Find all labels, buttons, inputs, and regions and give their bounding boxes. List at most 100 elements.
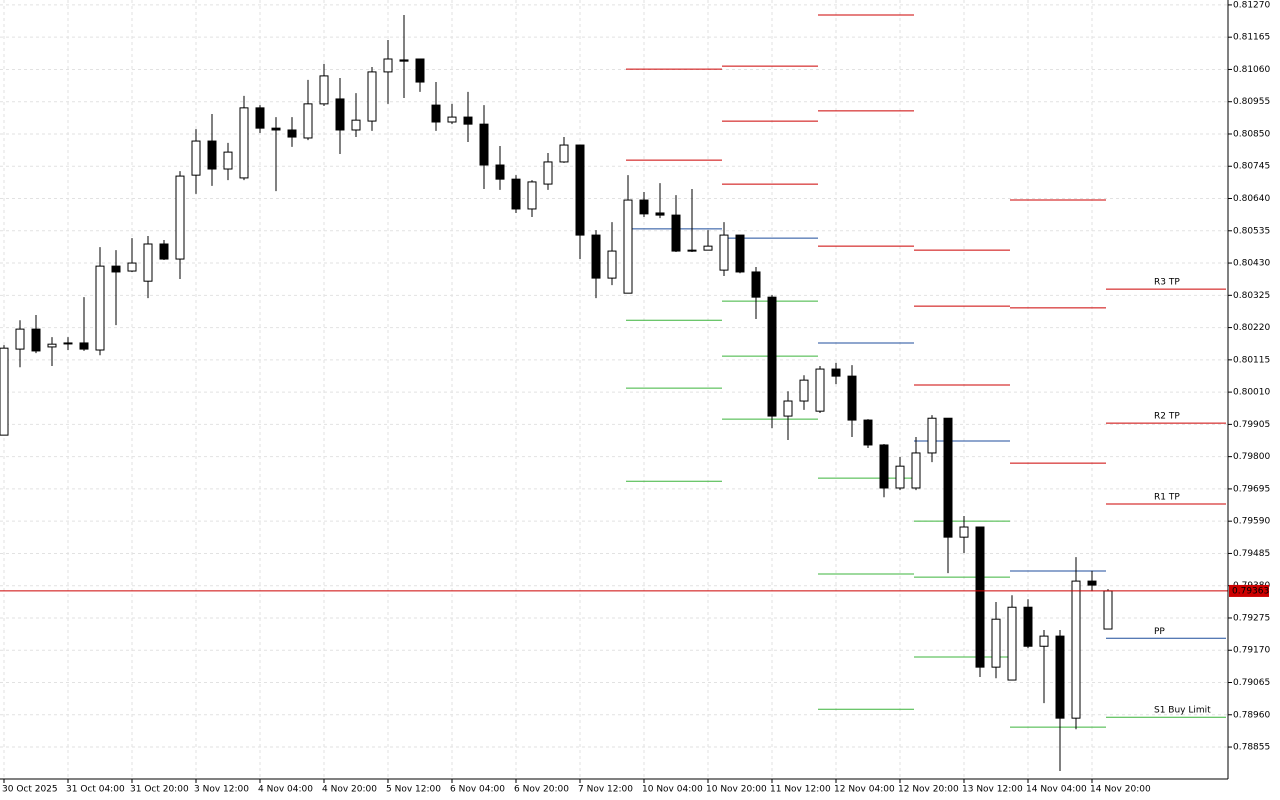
- candle-body: [351, 119, 361, 131]
- candle-body: [975, 526, 985, 668]
- candle-body: [335, 98, 345, 131]
- candle-body: [79, 342, 89, 350]
- candle-body: [47, 343, 57, 348]
- y-tick-label: 0.79695: [1233, 484, 1270, 494]
- candle-body: [911, 452, 921, 489]
- candle-body: [1007, 606, 1017, 681]
- y-tick-label: 0.79065: [1233, 678, 1270, 688]
- candle-body: [111, 265, 121, 273]
- level-label: S1 Buy Limit: [1154, 706, 1211, 716]
- candle-body: [367, 71, 377, 122]
- candle-body: [223, 151, 233, 170]
- x-tick-label: 30 Oct 2025: [2, 785, 58, 795]
- y-tick-label: 0.79170: [1233, 646, 1270, 656]
- y-tick-label: 0.79485: [1233, 549, 1270, 559]
- candle-body: [1023, 606, 1033, 647]
- y-tick-label: 0.81060: [1233, 65, 1270, 75]
- candle-body: [623, 199, 633, 294]
- y-tick-label: 0.80220: [1233, 323, 1270, 333]
- candle-body: [895, 465, 905, 489]
- x-tick-label: 6 Nov 04:00: [450, 785, 505, 795]
- candle-body: [127, 262, 137, 272]
- candle-body: [383, 58, 393, 73]
- candle-body: [175, 175, 185, 260]
- candle-body: [607, 250, 617, 279]
- candle-body: [1087, 580, 1097, 586]
- y-tick-label: 0.78960: [1233, 710, 1270, 720]
- x-tick-label: 14 Nov 20:00: [1090, 785, 1151, 795]
- candle-body: [255, 107, 265, 129]
- x-tick-label: 4 Nov 04:00: [258, 785, 313, 795]
- y-tick-label: 0.80010: [1233, 388, 1270, 398]
- candle-body: [495, 164, 505, 180]
- candle-body: [63, 342, 73, 345]
- y-tick-label: 0.80640: [1233, 194, 1270, 204]
- candle-body: [591, 234, 601, 279]
- candle-body: [959, 526, 969, 538]
- candle-body: [799, 379, 809, 402]
- candle-body: [415, 58, 425, 83]
- level-label: R2 TP: [1154, 412, 1180, 422]
- candle-body: [463, 116, 473, 125]
- candle-body: [95, 265, 105, 351]
- candle-body: [1039, 635, 1049, 647]
- candle-body: [447, 116, 457, 123]
- candle-body: [863, 419, 873, 446]
- x-tick-label: 6 Nov 20:00: [514, 785, 569, 795]
- y-tick-label: 0.80115: [1233, 355, 1270, 365]
- candle-body: [0, 347, 9, 436]
- x-tick-label: 4 Nov 20:00: [322, 785, 377, 795]
- candle-body: [543, 161, 553, 185]
- candle-body: [767, 296, 777, 417]
- y-tick-label: 0.80850: [1233, 129, 1270, 139]
- candle-body: [991, 618, 1001, 668]
- y-tick-label: 0.79800: [1233, 452, 1270, 462]
- level-label: PP: [1154, 627, 1165, 637]
- x-tick-label: 10 Nov 20:00: [706, 785, 767, 795]
- candle-body: [527, 181, 537, 210]
- candle-body: [207, 140, 217, 170]
- candle-body: [783, 400, 793, 417]
- y-tick-label: 0.80535: [1233, 226, 1270, 236]
- y-tick-label: 0.79905: [1233, 420, 1270, 430]
- x-tick-label: 31 Oct 04:00: [66, 785, 125, 795]
- candle-body: [1071, 580, 1081, 719]
- candle-body: [575, 144, 585, 236]
- candle-body: [399, 59, 409, 62]
- candle-body: [751, 271, 761, 298]
- candle-body: [559, 144, 569, 163]
- candle-body: [191, 140, 201, 176]
- y-tick-label: 0.81165: [1233, 33, 1270, 43]
- x-tick-label: 7 Nov 12:00: [578, 785, 633, 795]
- candle-body: [639, 199, 649, 215]
- candle-body: [687, 249, 697, 252]
- level-label: R1 TP: [1154, 492, 1180, 502]
- level-label: R3 TP: [1154, 278, 1180, 288]
- candle-body: [671, 214, 681, 252]
- candle-body: [703, 245, 713, 251]
- x-tick-label: 12 Nov 04:00: [834, 785, 895, 795]
- y-tick-label: 0.78855: [1233, 743, 1270, 753]
- candle-body: [287, 129, 297, 138]
- candle-body: [831, 368, 841, 377]
- candle-body: [927, 417, 937, 454]
- candle-body: [271, 127, 281, 131]
- candle-body: [879, 444, 889, 489]
- candle-body: [511, 178, 521, 210]
- candle-body: [1055, 635, 1065, 719]
- candle-body: [847, 375, 857, 421]
- candle-body: [479, 123, 489, 166]
- y-tick-label: 0.80430: [1233, 259, 1270, 269]
- y-tick-label: 0.80745: [1233, 162, 1270, 172]
- candle-body: [815, 368, 825, 412]
- x-tick-label: 10 Nov 04:00: [642, 785, 703, 795]
- x-tick-label: 3 Nov 12:00: [194, 785, 249, 795]
- candle-body: [719, 234, 729, 271]
- candle-body: [143, 243, 153, 282]
- x-tick-label: 12 Nov 20:00: [898, 785, 959, 795]
- candle-body: [943, 417, 953, 538]
- current-price-label: 0.79363: [1232, 586, 1269, 596]
- candle-body: [159, 243, 169, 260]
